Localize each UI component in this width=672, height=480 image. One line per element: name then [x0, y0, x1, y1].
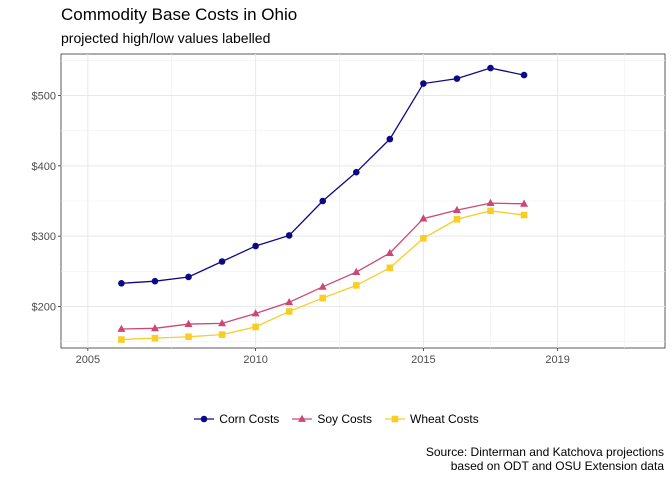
- wheat-costs-point: [352, 282, 360, 289]
- soy-costs-point: [352, 267, 361, 275]
- soy-costs-point: [385, 248, 394, 256]
- corn-costs-point: [285, 232, 293, 239]
- wheat-costs-point: [118, 336, 125, 343]
- soy-costs-point: [218, 319, 227, 327]
- soy-costs-point: [285, 297, 294, 306]
- corn-costs-point: [420, 80, 427, 87]
- corn-costs-point: [352, 168, 360, 176]
- legend-item-soy-costs: Soy Costs: [291, 412, 372, 426]
- legend: Corn Costs Soy Costs Wheat Costs: [0, 412, 672, 426]
- wheat-costs-point: [319, 294, 327, 302]
- wheat-costs-point: [420, 234, 427, 242]
- x-tick-label: 2005: [76, 354, 100, 366]
- corn-costs-point: [118, 279, 125, 287]
- chart-subtitle: projected high/low values labelled: [61, 30, 271, 46]
- legend-key-marker: [200, 415, 208, 423]
- axis-layer: 2005 2010 2015 2019 $200 $300 $400 $500: [32, 90, 570, 366]
- soy-costs-point: [184, 319, 193, 327]
- caption-line-2: based on ODT and OSU Extension data: [450, 459, 664, 473]
- soy-costs-point: [486, 198, 495, 207]
- soy-costs-point: [452, 205, 461, 214]
- y-tick-label: $200: [32, 302, 56, 314]
- soy-costs-point: [251, 309, 260, 317]
- series-layer: [117, 64, 529, 343]
- soy-costs-point: [520, 199, 529, 207]
- wheat-costs-point: [218, 331, 226, 338]
- legend-label-soy-costs: Soy Costs: [317, 412, 372, 426]
- soy-costs-point: [419, 214, 428, 222]
- corn-costs-point: [453, 75, 461, 82]
- wheat-costs-point: [487, 207, 494, 215]
- wheat-costs-point: [386, 264, 394, 272]
- x-tick-label: 2010: [243, 354, 267, 366]
- corn-costs-point: [487, 64, 494, 72]
- corn-costs-point: [252, 242, 259, 250]
- wheat-costs-point: [252, 323, 259, 331]
- caption: Source: Dinterman and Katchova projectio…: [426, 445, 664, 473]
- corn-costs-point: [319, 197, 327, 205]
- y-tick-label: $500: [32, 90, 56, 102]
- wheat-costs-point: [185, 333, 192, 341]
- legend-label-wheat-costs: Wheat Costs: [410, 412, 479, 426]
- soy-costs-point: [318, 282, 327, 290]
- legend-key-marker: [298, 414, 307, 422]
- legend-key-marker: [391, 415, 399, 423]
- corn-costs-point: [218, 258, 226, 265]
- soy-costs-point: [150, 324, 159, 332]
- legend-item-wheat-costs: Wheat Costs: [384, 412, 479, 426]
- wheat-costs-point: [520, 211, 528, 219]
- legend-key-corn-costs: [194, 415, 215, 423]
- legend-key-soy-costs: [292, 414, 313, 422]
- legend-item-corn-costs: Corn Costs: [193, 412, 279, 426]
- chart-title: Commodity Base Costs in Ohio: [61, 5, 298, 24]
- x-tick-label: 2015: [411, 354, 435, 366]
- y-tick-label: $300: [32, 231, 56, 243]
- corn-costs-point: [185, 273, 192, 281]
- y-tick-label: $400: [32, 161, 56, 173]
- legend-label-corn-costs: Corn Costs: [219, 412, 280, 426]
- soy-costs-point: [117, 324, 126, 332]
- x-tick-label: 2019: [545, 354, 569, 366]
- corn-costs-point: [386, 135, 394, 143]
- caption-line-1: Source: Dinterman and Katchova projectio…: [425, 445, 664, 459]
- legend-key-wheat-costs: [385, 415, 405, 423]
- corn-costs-point: [151, 277, 159, 285]
- corn-costs-point: [520, 71, 528, 79]
- wheat-costs-point: [151, 334, 159, 342]
- wheat-costs-point: [285, 308, 293, 315]
- wheat-costs-point: [453, 215, 461, 223]
